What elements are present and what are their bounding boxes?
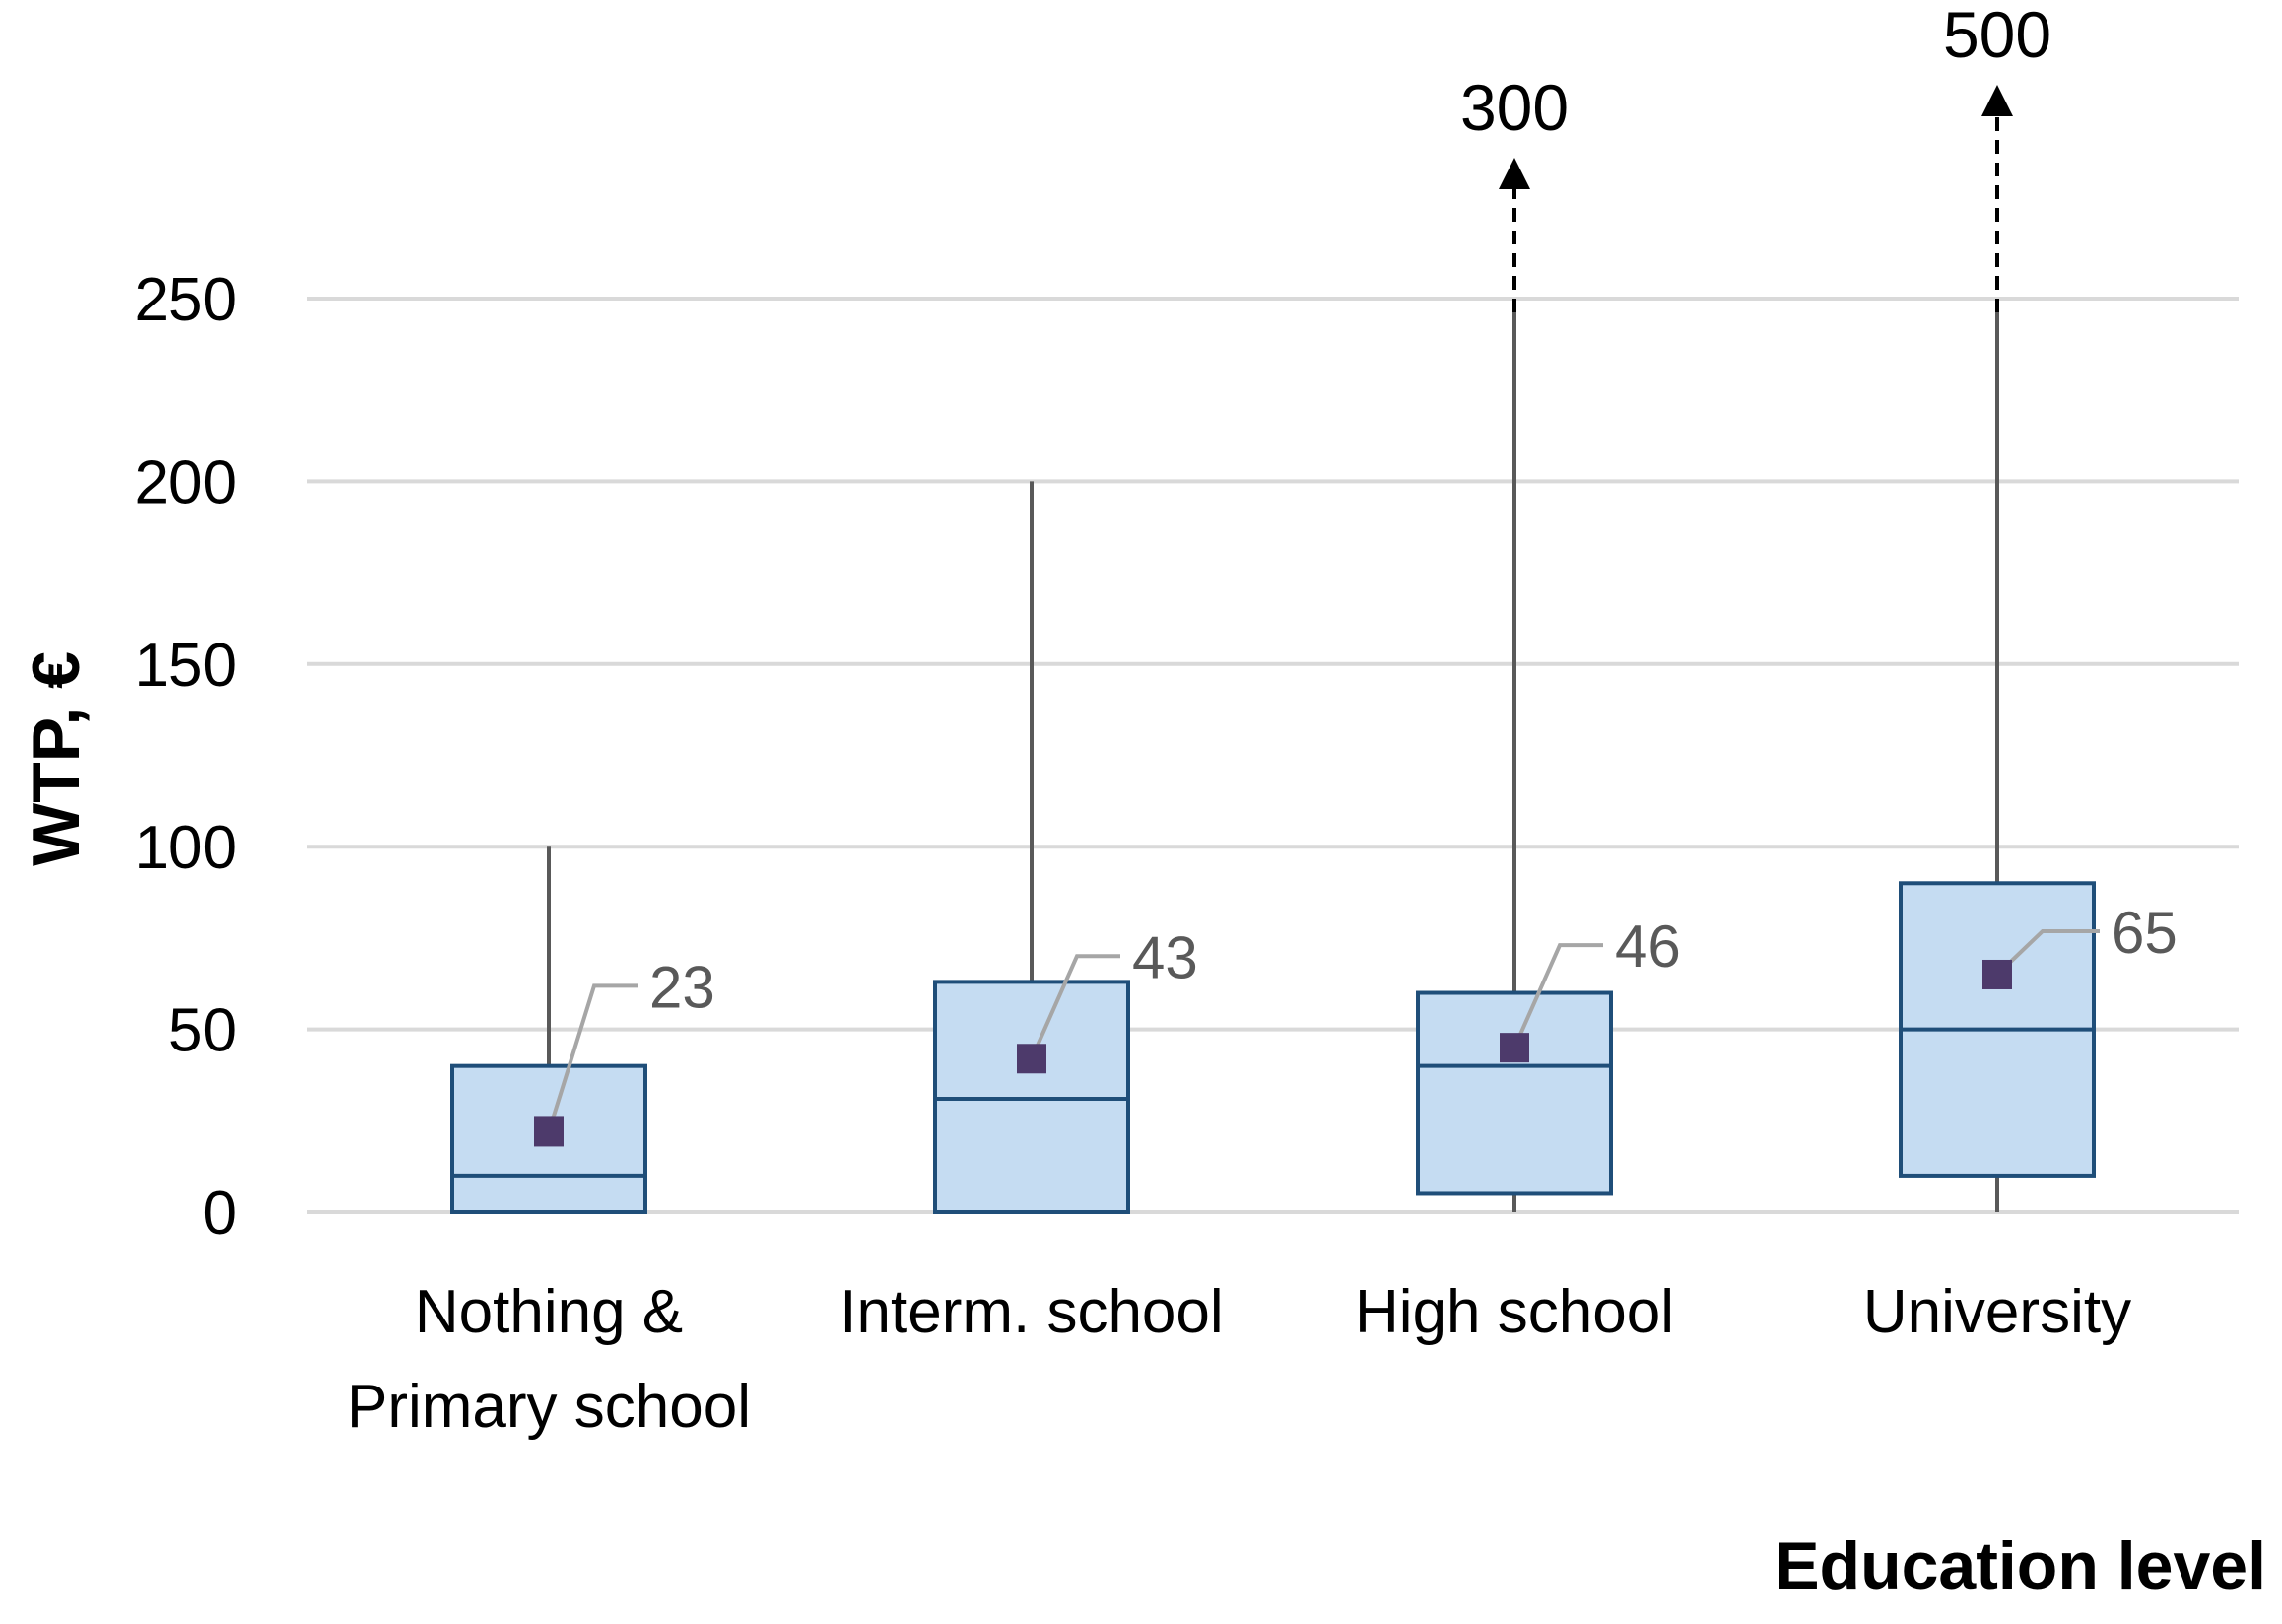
box-group-1: 23 (450, 846, 715, 1215)
boxes: 23 43 300 46 500 65 (450, 0, 2178, 1215)
y-tick-label-50: 50 (168, 997, 236, 1065)
mean-label-4: 65 (2112, 900, 2178, 966)
y-axis-title: WTP, € (19, 651, 94, 866)
off-scale-arrow-3 (1499, 158, 1530, 189)
mean-marker-2 (1017, 1044, 1046, 1074)
mean-marker-1 (534, 1116, 564, 1147)
x-axis-title: Education level (1775, 1528, 2266, 1603)
mean-label-2: 43 (1132, 924, 1198, 990)
mean-label-3: 46 (1615, 914, 1681, 980)
y-tick-label-150: 150 (135, 632, 236, 700)
mean-leader-line-4 (1995, 928, 2100, 977)
x-axis-category-labels: Nothing & Primary school Interm. school Hig… (347, 1278, 2131, 1441)
mean-leader-line-1 (547, 983, 638, 1133)
x-tick-label-4-line-1: University (1863, 1278, 2131, 1346)
y-axis-ticks: 0 50 100 150 200 250 (135, 266, 236, 1248)
x-tick-label-1-line-2: Primary school (347, 1373, 751, 1441)
y-tick-label-100: 100 (135, 814, 236, 882)
gridlines (307, 297, 2239, 1214)
mean-marker-3 (1500, 1033, 1529, 1063)
iqr-box-3 (1416, 990, 1613, 1196)
mean-leader-line-2 (1030, 954, 1120, 1060)
box-group-4: 500 65 (1899, 0, 2178, 1212)
mean-leader-line-3 (1512, 943, 1603, 1049)
x-tick-label-3-line-1: High school (1355, 1278, 1674, 1346)
off-scale-arrow-4 (1981, 85, 2013, 116)
x-tick-label-1-line-1: Nothing & (415, 1278, 683, 1346)
max-value-label-4: 500 (1943, 0, 2051, 71)
y-tick-label-250: 250 (135, 266, 236, 334)
max-value-label-3: 300 (1460, 71, 1569, 144)
mean-label-1: 23 (649, 954, 715, 1020)
box-group-3: 300 46 (1416, 71, 1681, 1212)
box-group-2: 43 (933, 481, 1198, 1214)
x-tick-label-2-line-1: Interm. school (839, 1278, 1223, 1346)
y-tick-label-0: 0 (203, 1180, 236, 1248)
y-tick-label-200: 200 (135, 448, 236, 516)
mean-marker-4 (1982, 959, 2012, 989)
